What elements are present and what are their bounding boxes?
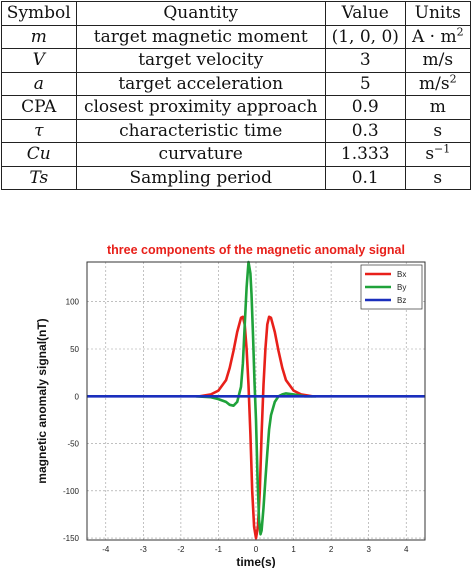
unit-cell: s	[404, 165, 472, 190]
x-tick-label: 2	[329, 545, 334, 554]
unit-base: s	[433, 120, 443, 141]
header-symbol: Symbol	[1, 1, 77, 26]
unit-cell: m/s2	[404, 71, 472, 96]
y-tick-label: 0	[75, 392, 80, 401]
y-axis-ticks: -150 -100 -50 0 50 100	[63, 298, 80, 543]
table-row: CPA closest proximity approach 0.9 m	[1, 95, 472, 120]
y-tick-label: -150	[63, 534, 80, 543]
header-units: Units	[404, 1, 472, 26]
symbol-cell: CPA	[1, 95, 77, 120]
value-cell: 0.1	[324, 165, 406, 190]
plot-frame	[86, 261, 426, 541]
unit-exponent: −1	[434, 142, 451, 156]
value-cell: 0.9	[324, 95, 406, 120]
x-tick-label: 1	[291, 545, 296, 554]
unit-base: m/s	[419, 73, 450, 94]
series-line-by	[195, 260, 317, 536]
legend-label-bz: Bz	[397, 296, 406, 305]
value-cell: 0.3	[324, 118, 406, 143]
unit-cell: m	[404, 95, 472, 120]
table-row: Cu curvature 1.333 s−1	[1, 142, 472, 167]
unit-cell: s−1	[404, 142, 472, 167]
table-row: τ characteristic time 0.3 s	[1, 118, 472, 143]
legend-label-by: By	[397, 283, 406, 292]
x-tick-label: 0	[254, 545, 259, 554]
series-lines	[87, 260, 425, 540]
x-tick-label: -3	[140, 545, 148, 554]
table-row: Ts Sampling period 0.1 s	[1, 165, 472, 190]
y-tick-label: 50	[70, 345, 79, 354]
unit-exponent: 2	[456, 25, 464, 39]
unit-base: s	[433, 167, 443, 188]
symbol-cell: a	[1, 71, 77, 96]
unit-base: m/s	[422, 50, 454, 71]
value-cell: 1.333	[324, 142, 406, 167]
symbol-cell: m	[1, 24, 77, 49]
unit-base: s	[425, 144, 435, 165]
unit-base: m	[429, 97, 446, 118]
value-cell: (1, 0, 0)	[324, 24, 406, 49]
y-axis-label: magnetic anomaly signal(nT)	[35, 318, 49, 483]
legend: Bx By Bz	[360, 264, 423, 310]
quantity-cell: target velocity	[75, 48, 326, 73]
legend-label-bx: Bx	[397, 270, 406, 279]
symbol-cell: τ	[1, 118, 77, 143]
quantity-cell: Sampling period	[75, 165, 326, 190]
unit-cell: s	[404, 118, 472, 143]
quantity-cell: closest proximity approach	[75, 95, 326, 120]
value-cell: 3	[324, 48, 406, 73]
symbol-cell: Cu	[1, 142, 77, 167]
unit-cell: A · m2	[404, 24, 472, 49]
y-tick-label: -100	[63, 487, 80, 496]
parameter-table: Symbol Quantity Value Units m target magn…	[1, 1, 472, 190]
x-tick-label: 4	[404, 545, 409, 554]
quantity-cell: target acceleration	[75, 71, 326, 96]
x-axis-ticks: -4 -3 -2 -1 0 1 2 3 4	[102, 545, 409, 554]
unit-cell: m/s	[404, 48, 472, 73]
x-tick-label: -2	[177, 545, 185, 554]
x-tick-label: -4	[102, 545, 110, 554]
x-tick-label: 3	[366, 545, 371, 554]
unit-base: A · m	[411, 26, 457, 47]
y-tick-label: 100	[66, 298, 80, 307]
table-row: a target acceleration 5 m/s2	[1, 71, 472, 96]
x-tick-label: -1	[215, 545, 223, 554]
series-line-bx	[199, 315, 313, 540]
quantity-cell: characteristic time	[75, 118, 326, 143]
table-header-row: Symbol Quantity Value Units	[1, 1, 472, 26]
quantity-cell: target magnetic moment	[75, 24, 326, 49]
quantity-cell: curvature	[75, 142, 326, 167]
symbol-cell: V	[1, 48, 77, 73]
value-cell: 5	[324, 71, 406, 96]
header-quantity: Quantity	[75, 1, 326, 26]
table-row: m target magnetic moment (1, 0, 0) A · m2	[1, 24, 472, 49]
chart-title: three components of the magnetic anomaly…	[107, 243, 405, 257]
y-tick-label: -50	[67, 440, 79, 449]
x-axis-label: time(s)	[236, 555, 275, 568]
header-value: Value	[324, 1, 406, 26]
symbol-cell: Ts	[1, 165, 77, 190]
unit-exponent: 2	[449, 72, 457, 86]
magnetic-anomaly-chart: three components of the magnetic anomaly…	[35, 243, 426, 568]
